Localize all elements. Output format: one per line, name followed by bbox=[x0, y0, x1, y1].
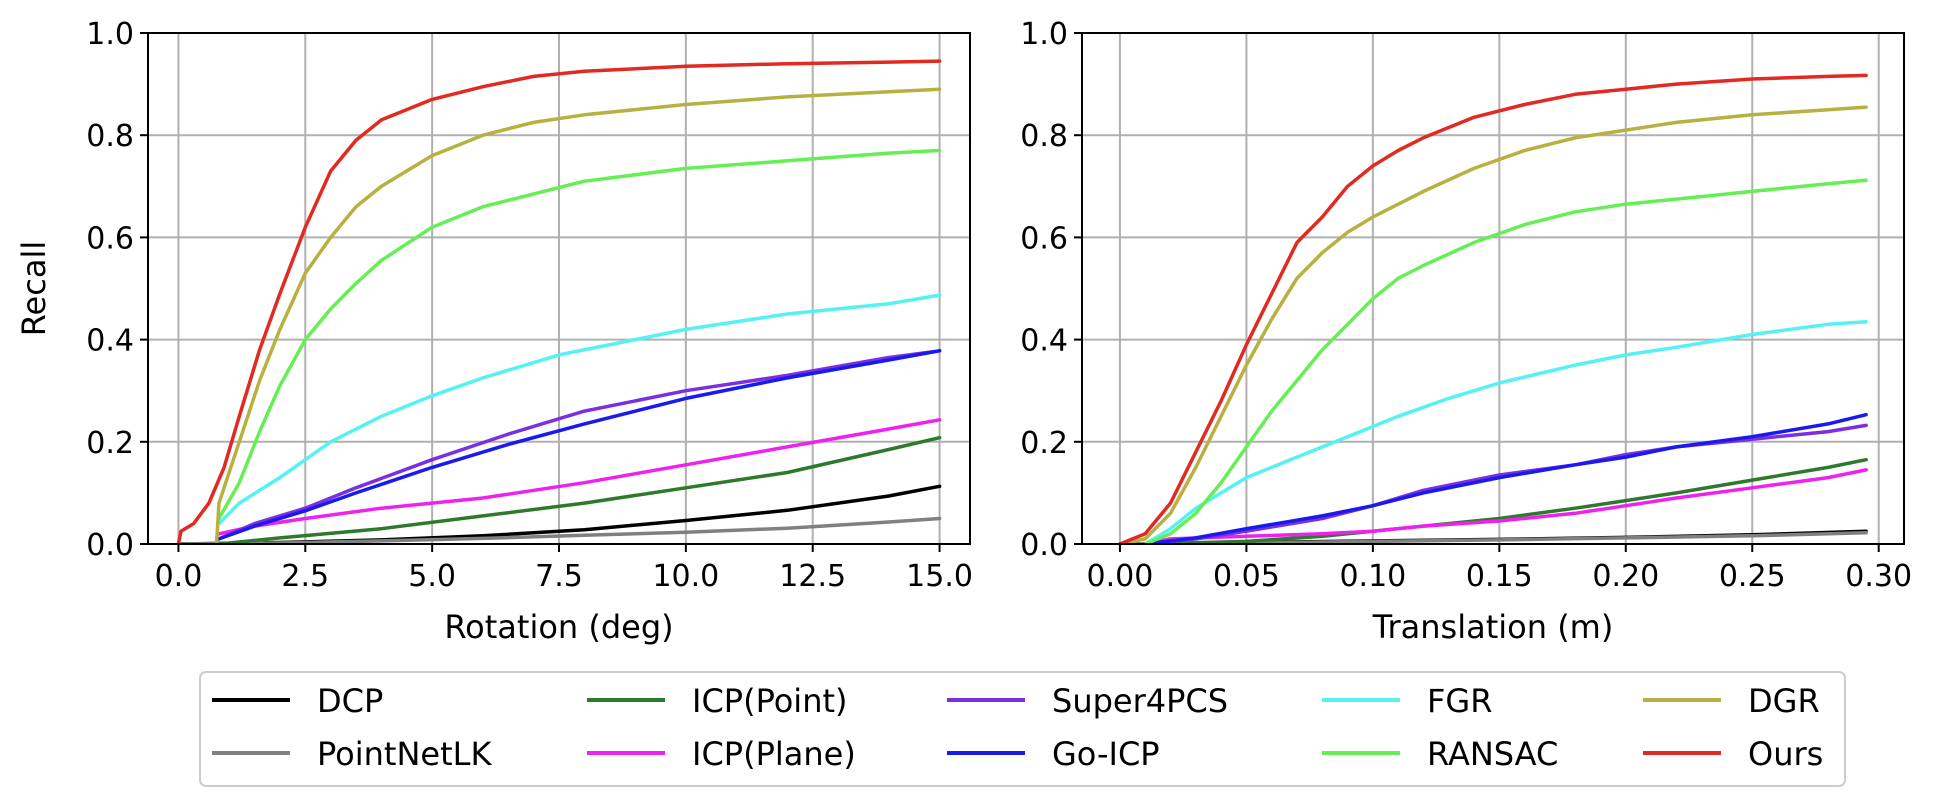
y-tick-label: 0.6 bbox=[1020, 221, 1068, 256]
x-tick-label: 0.15 bbox=[1466, 559, 1533, 594]
series-line-ours bbox=[1118, 73, 1868, 544]
y-tick-label: 1.0 bbox=[1020, 17, 1068, 52]
series-line-super4pcs bbox=[217, 349, 942, 541]
series-line-dgr bbox=[214, 87, 942, 544]
x-tick-label: 0.10 bbox=[1339, 559, 1406, 594]
y-tick-label: 0.8 bbox=[86, 119, 134, 154]
series-line-fgr bbox=[1143, 319, 1868, 544]
series-line-icp-plane bbox=[1143, 468, 1868, 544]
legend-label: Super4PCS bbox=[1052, 682, 1228, 720]
series-line-pointnetlk bbox=[176, 516, 942, 544]
legend-label: PointNetLK bbox=[317, 735, 492, 773]
plot-frame bbox=[1081, 32, 1905, 545]
x-axis-label: Translation (m) bbox=[1372, 608, 1614, 646]
rotation-recall-plot: 0.0 2.5 5.0 7.5 10.0 12.5 15.0 0.0 0.2 0.4 0.6 0.8 1… bbox=[15, 17, 973, 646]
x-tick-label: 0.25 bbox=[1719, 559, 1786, 594]
legend-label: FGR bbox=[1427, 682, 1492, 720]
series-line-ransac bbox=[217, 148, 942, 521]
x-tick-label: 15.0 bbox=[906, 559, 973, 594]
x-tick-label: 10.0 bbox=[652, 559, 719, 594]
x-axis-label: Rotation (deg) bbox=[444, 608, 673, 646]
legend-label: Go-ICP bbox=[1052, 735, 1160, 773]
x-tick-label: 5.0 bbox=[408, 559, 456, 594]
series-line-dgr bbox=[1118, 105, 1868, 544]
plot-frame bbox=[147, 32, 971, 545]
series-line-ours bbox=[176, 59, 942, 544]
x-tick-label: 0.00 bbox=[1087, 559, 1154, 594]
legend-label: DGR bbox=[1748, 682, 1820, 720]
series-line-go-icp bbox=[1143, 412, 1868, 544]
y-tick-label: 0.2 bbox=[1020, 426, 1068, 461]
series-line-icp-plane bbox=[217, 418, 942, 536]
y-tick-label: 0.0 bbox=[1020, 528, 1068, 563]
series-line-go-icp bbox=[217, 349, 942, 541]
legend-label: Ours bbox=[1748, 735, 1823, 773]
legend-label: ICP(Plane) bbox=[692, 735, 856, 773]
translation-recall-plot: 0.00 0.05 0.10 0.15 0.20 0.25 0.30 0.0 0.2 0.4 0.6… bbox=[1020, 17, 1912, 646]
x-tick-label: 0.05 bbox=[1213, 559, 1280, 594]
series-line-icp-point bbox=[1143, 457, 1868, 544]
y-tick-label: 0.0 bbox=[86, 528, 134, 563]
y-tick-label: 0.4 bbox=[86, 324, 134, 359]
series-line-super4pcs bbox=[1143, 423, 1868, 544]
x-tick-label: 0.20 bbox=[1592, 559, 1659, 594]
x-tick-label: 0.0 bbox=[155, 559, 203, 594]
series-line-fgr bbox=[217, 293, 942, 526]
legend-label: RANSAC bbox=[1427, 735, 1558, 773]
legend-label: ICP(Point) bbox=[692, 682, 848, 720]
y-tick-label: 0.4 bbox=[1020, 324, 1068, 359]
y-tick-label: 0.8 bbox=[1020, 119, 1068, 154]
x-tick-label: 2.5 bbox=[281, 559, 329, 594]
y-tick-label: 0.6 bbox=[86, 221, 134, 256]
x-tick-label: 12.5 bbox=[779, 559, 846, 594]
series-group bbox=[1118, 73, 1868, 544]
series-group bbox=[176, 59, 942, 544]
y-tick-label: 1.0 bbox=[86, 17, 134, 52]
y-tick-label: 0.2 bbox=[86, 426, 134, 461]
x-tick-label: 7.5 bbox=[535, 559, 583, 594]
legend: DCP PointNetLK ICP(Point) ICP(Plane) Super4P… bbox=[199, 671, 1846, 787]
series-line-icp-point bbox=[217, 435, 942, 544]
x-tick-label: 0.30 bbox=[1845, 559, 1912, 594]
series-line-ransac bbox=[1143, 178, 1868, 544]
y-axis-label: Recall bbox=[15, 241, 53, 336]
legend-label: DCP bbox=[317, 682, 383, 720]
